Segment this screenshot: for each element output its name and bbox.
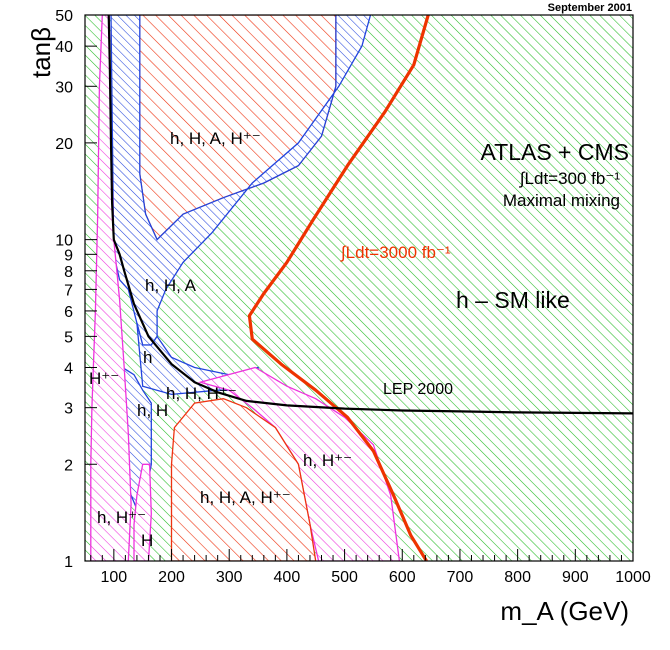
label-blue-hhhpm: h, H, H⁺⁻ — [166, 384, 237, 403]
plot-area — [85, 15, 633, 561]
y-tick-label: 30 — [55, 79, 73, 96]
label-magenta-left: h, H⁺⁻ — [97, 508, 146, 527]
x-tick-label: 100 — [100, 569, 127, 586]
y-tick-label: 9 — [64, 247, 73, 264]
x-tick-label: 300 — [216, 569, 243, 586]
label-h-sm-like: h – SM like — [456, 287, 570, 313]
legend-line2: ∫Ldt=300 fb⁻¹ — [519, 169, 620, 188]
y-tick-label: 50 — [55, 8, 73, 25]
region-7-red — [170, 398, 317, 561]
x-tick-label: 400 — [274, 569, 301, 586]
y-tick-label: 20 — [55, 136, 73, 153]
x-tick-label: 600 — [389, 569, 416, 586]
label-blue-hha: h, H, A — [145, 276, 197, 295]
label-h-small: h — [143, 348, 152, 367]
label-hpm-left: H⁺⁻ — [89, 369, 119, 388]
lep-2000-curve — [107, 15, 633, 415]
y-tick-label: 5 — [64, 329, 73, 346]
x-tick-label: 800 — [504, 569, 531, 586]
x-tick-label: 1000 — [615, 569, 651, 586]
y-tick-label: 40 — [55, 39, 73, 56]
legend-line3: Maximal mixing — [503, 191, 620, 210]
region-5-magenta — [133, 463, 152, 561]
plot-frame — [84, 14, 634, 562]
label-blue-hh: h, H — [137, 401, 168, 420]
label-red-bottom: h, H, A, H⁺⁻ — [200, 488, 291, 507]
stamp-date: September 2001 — [548, 2, 632, 14]
x-tick-label: 200 — [158, 569, 185, 586]
y-tick-label: 7 — [64, 282, 73, 299]
y-tick-label: 3 — [64, 401, 73, 418]
x-axis: 100 200 300 400 500 600 700 800 900 1000 — [90, 549, 651, 586]
regions-layer — [90, 15, 401, 561]
y-tick-label: 10 — [55, 233, 73, 250]
legend-line1: ATLAS + CMS — [481, 139, 629, 165]
label-magenta-right: h, H⁺⁻ — [303, 451, 352, 470]
y-tick-label: 2 — [64, 457, 73, 474]
curves-layer — [107, 15, 633, 561]
region-6-magenta — [197, 366, 401, 561]
y-tick-label: 8 — [64, 264, 73, 281]
label-magenta-H: H — [141, 531, 153, 550]
label-red-top: h, H, A, H⁺⁻ — [170, 129, 261, 148]
y-axis-title: tanβ — [26, 27, 56, 78]
x-axis-title: m_A (GeV) — [500, 596, 629, 626]
x-tick-label: 500 — [331, 569, 358, 586]
x-tick-label: 900 — [562, 569, 589, 586]
x-tick-label: 700 — [447, 569, 474, 586]
y-tick-label: 4 — [64, 361, 73, 378]
lep-2000-label: LEP 2000 — [383, 381, 453, 398]
curve-3000 — [247, 15, 430, 561]
y-tick-label: 6 — [64, 304, 73, 321]
y-tick-label: 1 — [64, 554, 73, 571]
curve-3000-label: ∫Ldt=3000 fb⁻¹ — [340, 243, 451, 262]
